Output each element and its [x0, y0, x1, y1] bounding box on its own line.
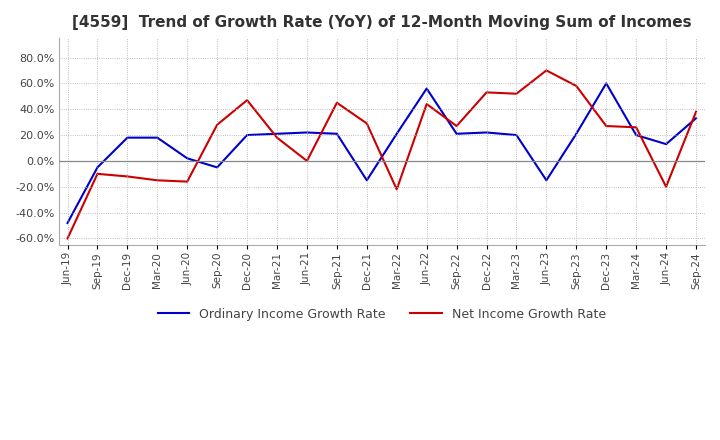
- Ordinary Income Growth Rate: [243, 132, 251, 138]
- Ordinary Income Growth Rate: [482, 130, 491, 135]
- Net Income Growth Rate: [273, 135, 282, 140]
- Ordinary Income Growth Rate: [452, 131, 461, 136]
- Ordinary Income Growth Rate: [63, 220, 72, 226]
- Net Income Growth Rate: [183, 179, 192, 184]
- Net Income Growth Rate: [213, 122, 222, 127]
- Net Income Growth Rate: [123, 174, 132, 179]
- Ordinary Income Growth Rate: [632, 132, 641, 138]
- Net Income Growth Rate: [392, 187, 401, 192]
- Net Income Growth Rate: [692, 109, 701, 114]
- Net Income Growth Rate: [63, 236, 72, 241]
- Net Income Growth Rate: [302, 158, 311, 164]
- Ordinary Income Growth Rate: [123, 135, 132, 140]
- Ordinary Income Growth Rate: [392, 131, 401, 136]
- Title: [4559]  Trend of Growth Rate (YoY) of 12-Month Moving Sum of Incomes: [4559] Trend of Growth Rate (YoY) of 12-…: [72, 15, 692, 30]
- Legend: Ordinary Income Growth Rate, Net Income Growth Rate: Ordinary Income Growth Rate, Net Income …: [153, 303, 611, 326]
- Ordinary Income Growth Rate: [602, 81, 611, 86]
- Net Income Growth Rate: [452, 123, 461, 128]
- Ordinary Income Growth Rate: [423, 86, 431, 91]
- Net Income Growth Rate: [243, 98, 251, 103]
- Ordinary Income Growth Rate: [512, 132, 521, 138]
- Line: Net Income Growth Rate: Net Income Growth Rate: [68, 70, 696, 238]
- Ordinary Income Growth Rate: [572, 131, 580, 136]
- Line: Ordinary Income Growth Rate: Ordinary Income Growth Rate: [68, 83, 696, 223]
- Ordinary Income Growth Rate: [333, 131, 341, 136]
- Net Income Growth Rate: [482, 90, 491, 95]
- Net Income Growth Rate: [602, 123, 611, 128]
- Net Income Growth Rate: [662, 184, 670, 189]
- Net Income Growth Rate: [93, 171, 102, 176]
- Ordinary Income Growth Rate: [153, 135, 161, 140]
- Ordinary Income Growth Rate: [662, 142, 670, 147]
- Ordinary Income Growth Rate: [213, 165, 222, 170]
- Net Income Growth Rate: [153, 178, 161, 183]
- Ordinary Income Growth Rate: [692, 116, 701, 121]
- Net Income Growth Rate: [423, 101, 431, 106]
- Net Income Growth Rate: [362, 121, 371, 126]
- Net Income Growth Rate: [542, 68, 551, 73]
- Ordinary Income Growth Rate: [302, 130, 311, 135]
- Ordinary Income Growth Rate: [93, 165, 102, 170]
- Ordinary Income Growth Rate: [362, 178, 371, 183]
- Net Income Growth Rate: [572, 83, 580, 88]
- Ordinary Income Growth Rate: [273, 131, 282, 136]
- Net Income Growth Rate: [333, 100, 341, 106]
- Ordinary Income Growth Rate: [183, 156, 192, 161]
- Ordinary Income Growth Rate: [542, 178, 551, 183]
- Net Income Growth Rate: [632, 125, 641, 130]
- Net Income Growth Rate: [512, 91, 521, 96]
